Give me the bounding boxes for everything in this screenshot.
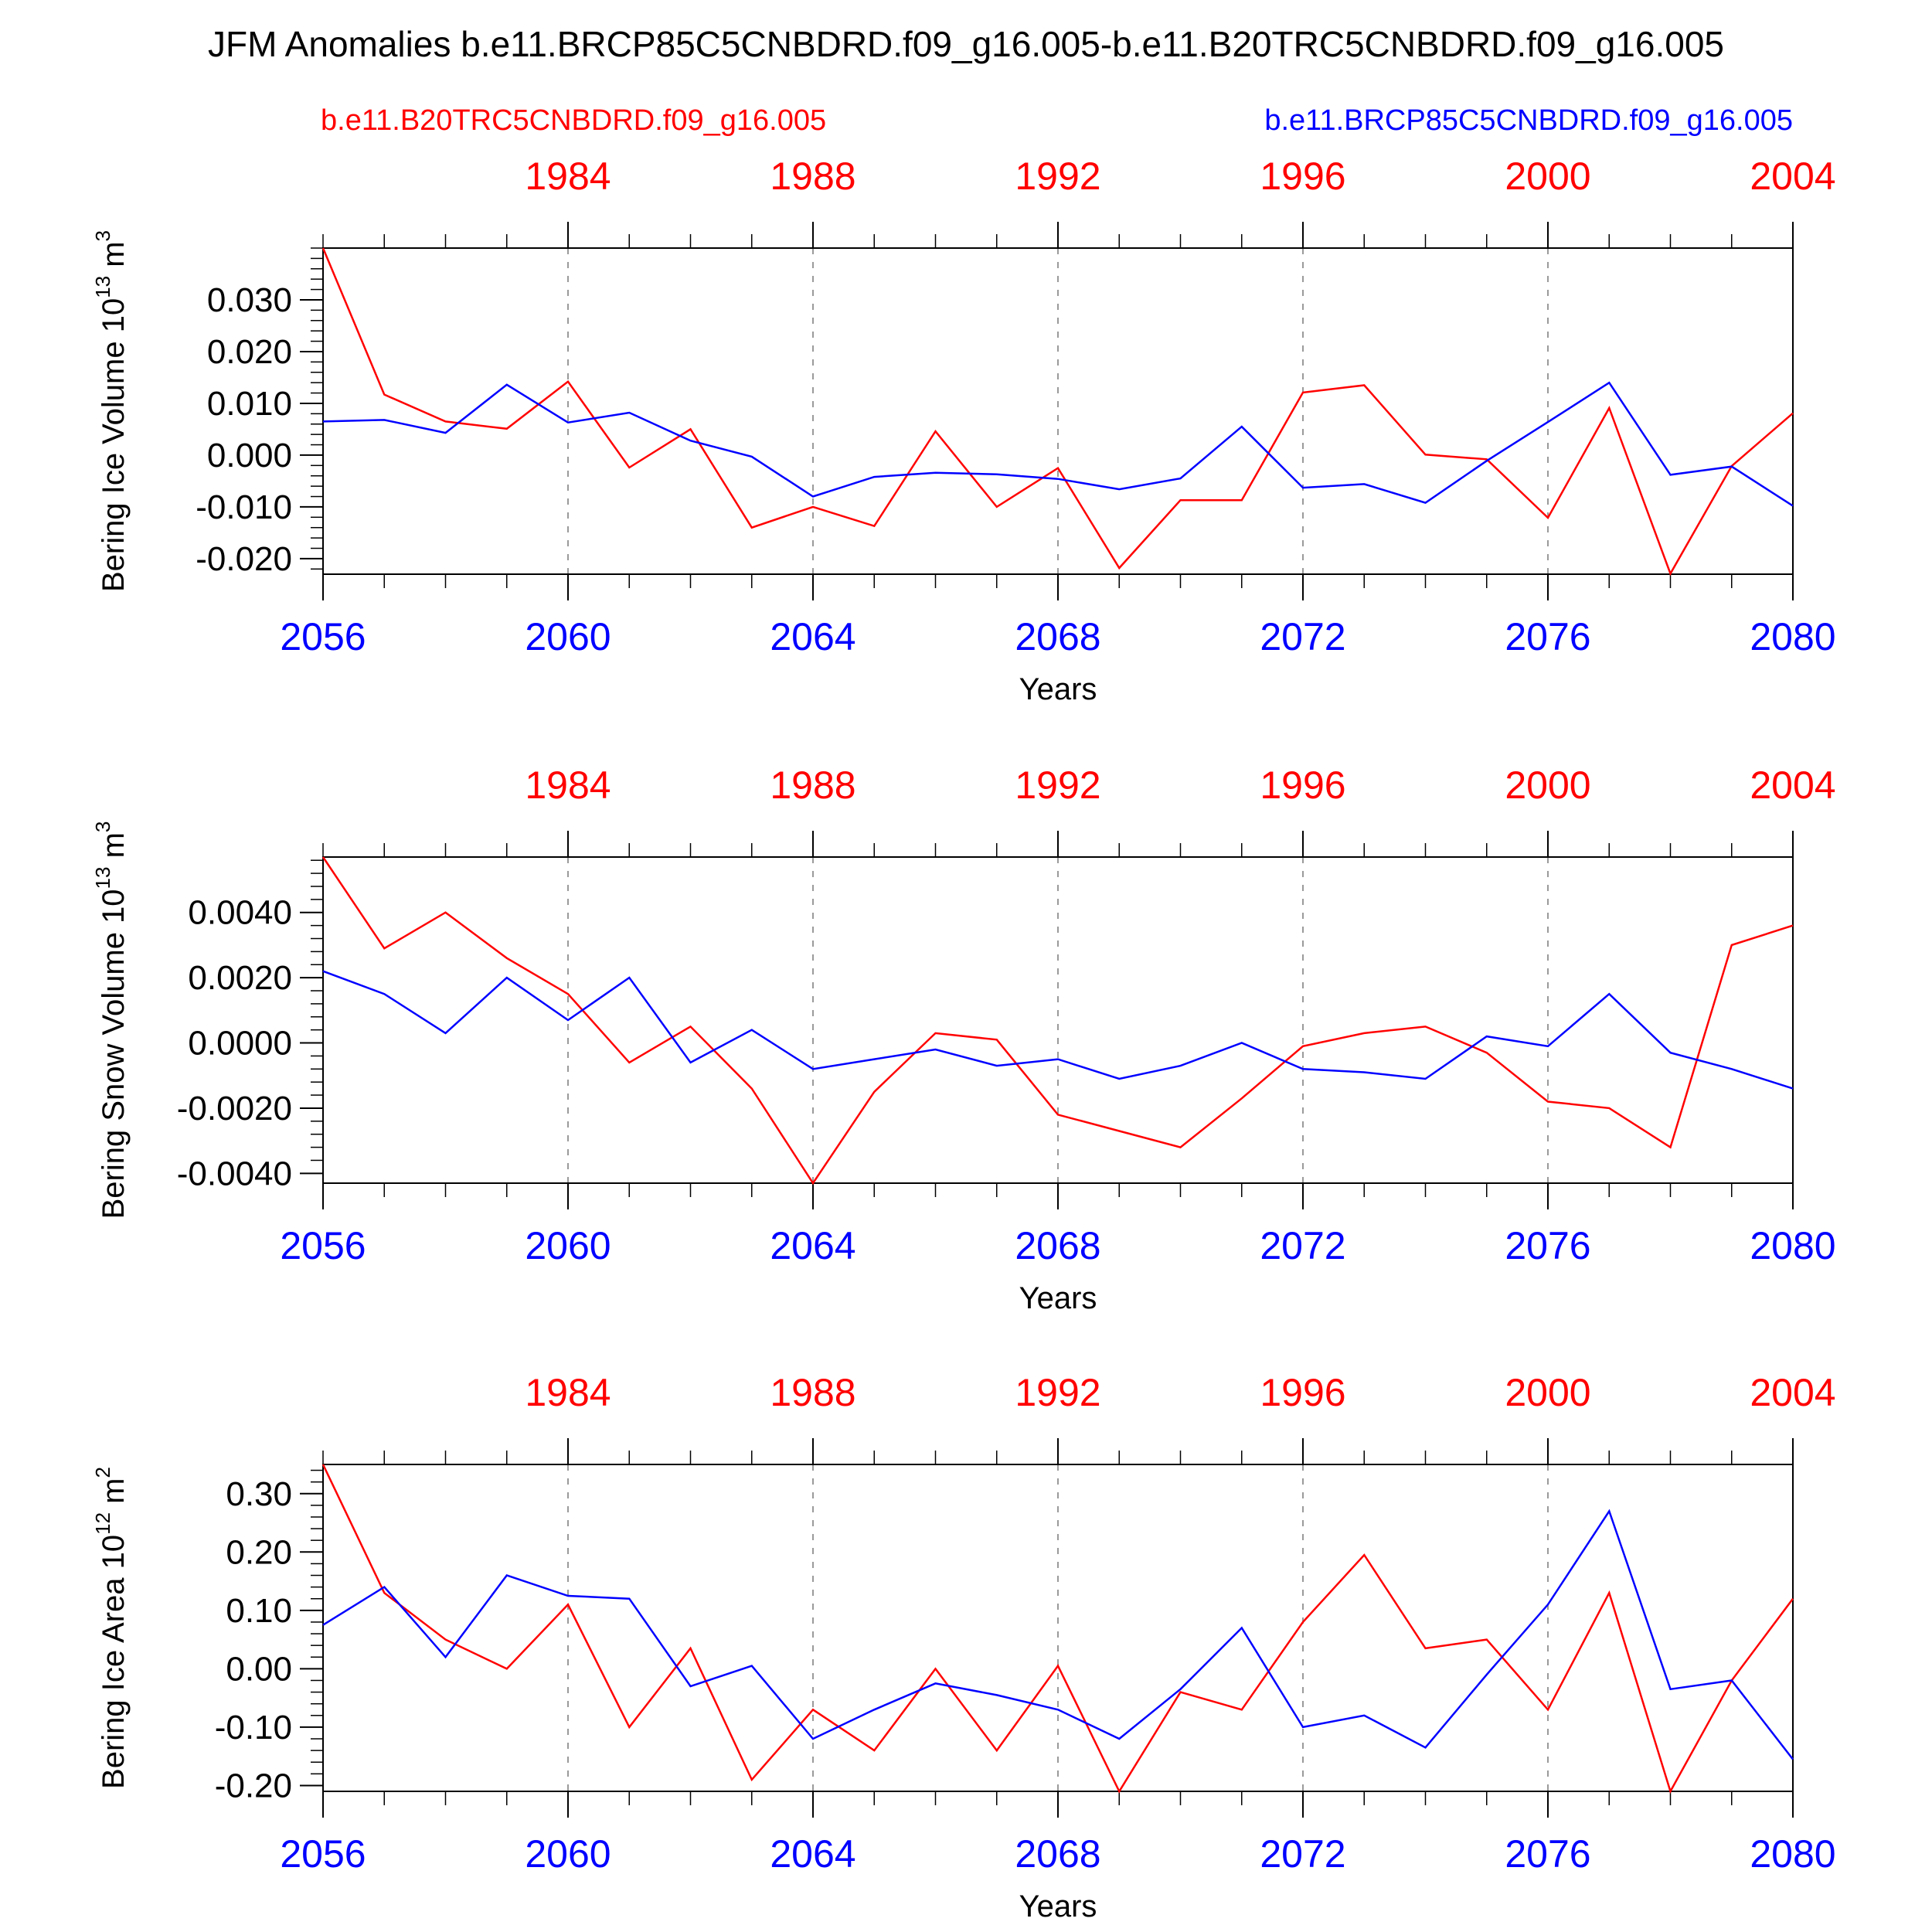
- top-tick-label: 1992: [1015, 1371, 1100, 1414]
- y-tick-label: -0.20: [215, 1767, 292, 1804]
- panel-ice-volume: 2056 2060 2064 2068 2072 2076 2080 1984 1988 1992…: [91, 155, 1836, 706]
- x-tick-label: 2076: [1505, 1224, 1590, 1267]
- plot-frame: [322, 856, 1794, 1184]
- y-axis-title: Bering Ice Volume 1013 m3: [91, 230, 131, 592]
- y-tick-label: 0.00: [226, 1650, 292, 1688]
- x-axis-title: Years: [1019, 672, 1097, 706]
- top-tick-label: 1992: [1015, 764, 1100, 807]
- legend-future-run: b.e11.BRCP85C5CNBDRD.f09_g16.005: [1264, 104, 1793, 137]
- x-tick-label: 2080: [1750, 1224, 1835, 1267]
- y-tick-label: 0.20: [226, 1533, 292, 1571]
- x-tick-label: 2060: [525, 1224, 611, 1267]
- series-line-historical: [321, 856, 1794, 1185]
- top-tick-label: 1996: [1260, 764, 1345, 807]
- series-line-historical: [321, 247, 1794, 577]
- y-tick-label: -0.0040: [177, 1155, 292, 1192]
- y-tick-label: 0.030: [207, 281, 292, 319]
- y-tick-label: 0.0000: [188, 1025, 292, 1063]
- top-tick-label: 2004: [1750, 764, 1835, 807]
- series-line-future: [322, 970, 1794, 1090]
- top-tick-label: 1996: [1260, 155, 1345, 198]
- top-tick-label: 2004: [1750, 1371, 1835, 1414]
- y-axis-title-part: m: [97, 241, 131, 275]
- plot-frame: [322, 247, 1794, 575]
- top-tick-label: 2000: [1505, 1371, 1590, 1414]
- y-axis-title-part: 13: [91, 276, 114, 298]
- y-tick-label: 0.020: [207, 333, 292, 371]
- x-tick-label: 2056: [280, 1224, 366, 1267]
- y-axis-title-part: 3: [91, 230, 114, 241]
- figure-title: JFM Anomalies b.e11.BRCP85C5CNBDRD.f09_g…: [208, 24, 1724, 64]
- x-tick-label: 2060: [525, 615, 611, 658]
- y-axis-title-part: 3: [91, 821, 114, 832]
- x-tick-label: 2076: [1505, 1832, 1590, 1876]
- x-tick-label: 2064: [770, 1224, 855, 1267]
- series-line-future: [322, 1509, 1794, 1760]
- y-tick-label: -0.10: [215, 1709, 292, 1747]
- top-tick-label: 2000: [1505, 155, 1590, 198]
- x-axis-title: Years: [1019, 1889, 1097, 1923]
- x-tick-label: 2068: [1015, 615, 1100, 658]
- panel-ice-area: 2056 2060 2064 2068 2072 2076 2080 1984 1988 1992…: [91, 1371, 1836, 1923]
- x-tick-label: 2064: [770, 615, 855, 658]
- y-tick-label: -0.010: [196, 488, 292, 526]
- y-tick-label: -0.020: [196, 540, 292, 578]
- y-tick-label: 0.000: [207, 437, 292, 474]
- x-axis-title: Years: [1019, 1281, 1097, 1315]
- y-axis-title-part: 13: [91, 867, 114, 889]
- y-tick-label: 0.010: [207, 385, 292, 423]
- top-tick-label: 1984: [525, 155, 611, 198]
- x-tick-label: 2072: [1260, 615, 1345, 658]
- x-tick-label: 2076: [1505, 615, 1590, 658]
- top-tick-label: 1992: [1015, 155, 1100, 198]
- y-axis-title-part: 12: [91, 1512, 114, 1535]
- x-tick-label: 2072: [1260, 1832, 1345, 1876]
- top-tick-label: 2004: [1750, 155, 1835, 198]
- y-tick-label: 0.10: [226, 1592, 292, 1630]
- y-axis-title: Bering Ice Area 1012 m2: [91, 1467, 131, 1789]
- y-tick-label: 0.0020: [188, 959, 292, 997]
- y-axis-title-part: Bering Snow Volume 10: [97, 889, 131, 1219]
- y-axis-title-part: Bering Ice Volume 10: [97, 298, 131, 592]
- series-line-future: [322, 381, 1794, 507]
- x-tick-label: 2056: [280, 615, 366, 658]
- x-tick-label: 2068: [1015, 1832, 1100, 1876]
- top-tick-label: 1984: [525, 764, 611, 807]
- y-axis-title-part: 2: [91, 1467, 114, 1478]
- y-tick-label: -0.0020: [177, 1090, 292, 1128]
- top-tick-label: 1984: [525, 1371, 611, 1414]
- x-tick-label: 2068: [1015, 1224, 1100, 1267]
- y-tick-label: 0.30: [226, 1475, 292, 1513]
- top-tick-label: 1988: [770, 764, 855, 807]
- x-tick-label: 2080: [1750, 615, 1835, 658]
- top-tick-label: 1988: [770, 155, 855, 198]
- y-axis-title: Bering Snow Volume 1013 m3: [91, 821, 131, 1219]
- y-tick-label: 0.0040: [188, 894, 292, 932]
- x-tick-label: 2080: [1750, 1832, 1835, 1876]
- series-line-historical: [321, 1464, 1794, 1794]
- x-tick-label: 2064: [770, 1832, 855, 1876]
- top-tick-label: 2000: [1505, 764, 1590, 807]
- legend-historical-run: b.e11.B20TRC5CNBDRD.f09_g16.005: [321, 104, 826, 137]
- x-tick-label: 2056: [280, 1832, 366, 1876]
- y-axis-title-part: m: [97, 1478, 131, 1512]
- x-tick-label: 2060: [525, 1832, 611, 1876]
- x-tick-label: 2072: [1260, 1224, 1345, 1267]
- y-axis-title-part: m: [97, 832, 131, 866]
- panel-snow-volume: 2056 2060 2064 2068 2072 2076 2080 1984 1988 1992…: [91, 764, 1836, 1315]
- top-tick-label: 1988: [770, 1371, 855, 1414]
- plot-frame: [322, 1464, 1794, 1792]
- top-tick-label: 1996: [1260, 1371, 1345, 1414]
- y-axis-title-part: Bering Ice Area 10: [97, 1535, 131, 1789]
